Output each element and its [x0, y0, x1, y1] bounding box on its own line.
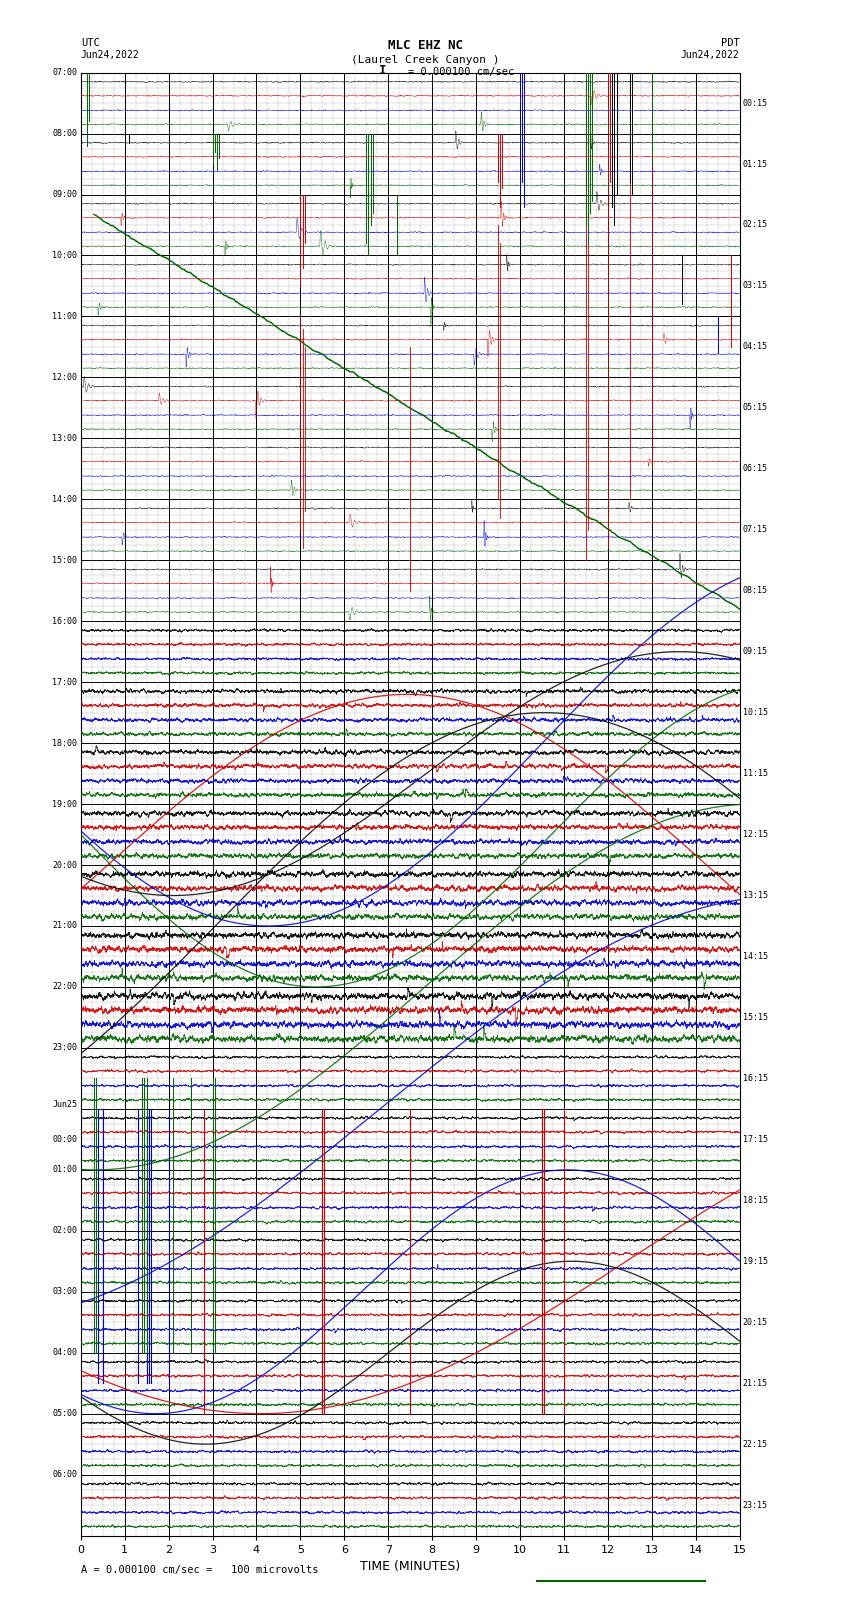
Text: = 0.000100 cm/sec: = 0.000100 cm/sec [408, 68, 514, 77]
Text: 21:00: 21:00 [53, 921, 77, 931]
Text: 18:15: 18:15 [743, 1195, 768, 1205]
Text: (Laurel Creek Canyon ): (Laurel Creek Canyon ) [351, 55, 499, 65]
Text: 05:15: 05:15 [743, 403, 768, 413]
Text: 17:15: 17:15 [743, 1136, 768, 1144]
Text: PDT: PDT [721, 39, 740, 48]
Text: Jun24,2022: Jun24,2022 [681, 50, 740, 60]
Text: 13:15: 13:15 [743, 890, 768, 900]
Text: 06:00: 06:00 [53, 1469, 77, 1479]
Text: 05:00: 05:00 [53, 1410, 77, 1418]
Text: 16:15: 16:15 [743, 1074, 768, 1082]
Text: 14:00: 14:00 [53, 495, 77, 503]
Text: 23:15: 23:15 [743, 1500, 768, 1510]
Text: 11:00: 11:00 [53, 311, 77, 321]
Text: 02:00: 02:00 [53, 1226, 77, 1236]
Text: 01:00: 01:00 [53, 1165, 77, 1174]
Text: 17:00: 17:00 [53, 677, 77, 687]
Text: 07:15: 07:15 [743, 526, 768, 534]
Text: 07:00: 07:00 [53, 68, 77, 77]
Text: MLC EHZ NC: MLC EHZ NC [388, 39, 462, 52]
Text: 10:15: 10:15 [743, 708, 768, 718]
X-axis label: TIME (MINUTES): TIME (MINUTES) [360, 1560, 460, 1573]
Text: 23:00: 23:00 [53, 1044, 77, 1052]
Text: 15:15: 15:15 [743, 1013, 768, 1023]
Text: 09:15: 09:15 [743, 647, 768, 656]
Text: 12:15: 12:15 [743, 831, 768, 839]
Text: 03:15: 03:15 [743, 281, 768, 290]
Text: UTC: UTC [81, 39, 99, 48]
Text: 00:15: 00:15 [743, 98, 768, 108]
Text: Jun25: Jun25 [53, 1100, 77, 1108]
Text: 06:15: 06:15 [743, 465, 768, 473]
Text: 10:00: 10:00 [53, 252, 77, 260]
Text: I: I [379, 65, 386, 77]
Text: 15:00: 15:00 [53, 556, 77, 565]
Text: 04:15: 04:15 [743, 342, 768, 352]
Text: 20:00: 20:00 [53, 861, 77, 869]
Text: 13:00: 13:00 [53, 434, 77, 444]
Text: 08:00: 08:00 [53, 129, 77, 139]
Text: 20:15: 20:15 [743, 1318, 768, 1327]
Text: Jun24,2022: Jun24,2022 [81, 50, 139, 60]
Text: 01:15: 01:15 [743, 160, 768, 168]
Text: 19:00: 19:00 [53, 800, 77, 808]
Text: 08:15: 08:15 [743, 586, 768, 595]
Text: 18:00: 18:00 [53, 739, 77, 747]
Text: 03:00: 03:00 [53, 1287, 77, 1297]
Text: 04:00: 04:00 [53, 1348, 77, 1357]
Text: 21:15: 21:15 [743, 1379, 768, 1387]
Text: 00:00: 00:00 [53, 1136, 77, 1144]
Text: 14:15: 14:15 [743, 952, 768, 961]
Text: 12:00: 12:00 [53, 373, 77, 382]
Text: 09:00: 09:00 [53, 190, 77, 198]
Text: 11:15: 11:15 [743, 769, 768, 777]
Text: 02:15: 02:15 [743, 221, 768, 229]
Text: 22:00: 22:00 [53, 982, 77, 992]
Text: 16:00: 16:00 [53, 616, 77, 626]
Text: A = 0.000100 cm/sec =   100 microvolts: A = 0.000100 cm/sec = 100 microvolts [81, 1565, 318, 1574]
Text: 19:15: 19:15 [743, 1257, 768, 1266]
Text: 22:15: 22:15 [743, 1440, 768, 1448]
